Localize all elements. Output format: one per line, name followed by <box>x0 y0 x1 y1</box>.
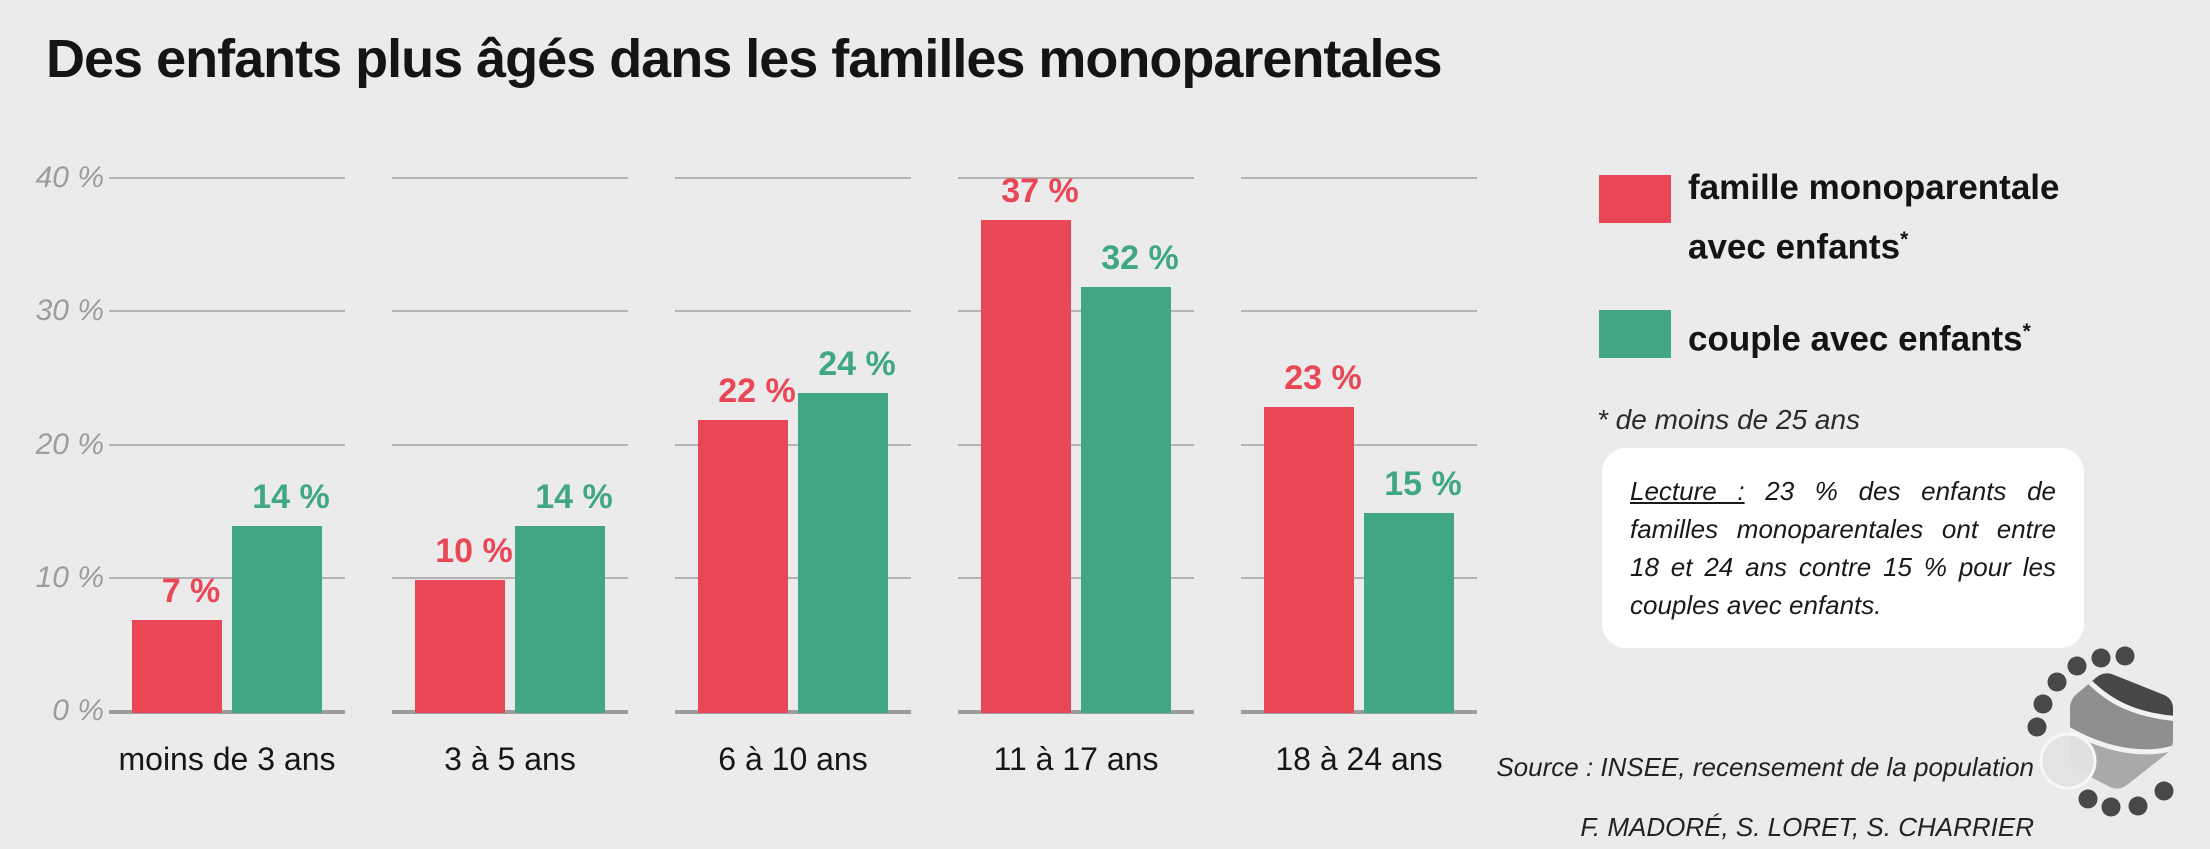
bar-monoparentale-1 <box>132 620 222 713</box>
gridline-20pct <box>675 444 911 446</box>
gridline-40pct <box>1241 177 1477 179</box>
gridline-20pct <box>958 444 1194 446</box>
lecture-label: Lecture : <box>1630 476 1745 506</box>
x-axis-baseline <box>392 710 628 714</box>
logo-circle <box>2039 732 2097 790</box>
bar-value-label: 23 % <box>1284 359 1362 397</box>
bar-value-label: 37 % <box>1001 172 1079 210</box>
bar-monoparentale-4 <box>981 220 1071 713</box>
bar-value-label: 14 % <box>535 478 613 516</box>
bar-value-label: 15 % <box>1384 465 1462 503</box>
gridline-10pct <box>958 577 1194 579</box>
x-category-label: 18 à 24 ans <box>1275 741 1443 777</box>
x-category-label: 6 à 10 ans <box>718 741 868 777</box>
x-category-label: moins de 3 ans <box>118 741 336 777</box>
bar-couple-2 <box>515 526 605 713</box>
chart-group-5: 23 % 15 % 18 à 24 ans <box>1241 0 1477 849</box>
gridline-20pct <box>392 444 628 446</box>
y-tick-label-0: 0 % <box>52 694 104 727</box>
legend-label-couple: couple avec enfants* <box>1688 306 2031 366</box>
legend-footnote: * de moins de 25 ans <box>1597 404 1861 435</box>
bar-value-label: 10 % <box>435 532 513 570</box>
gridline-40pct <box>392 177 628 179</box>
y-tick-label-20: 20 % <box>35 428 104 461</box>
gridline-20pct <box>109 444 345 446</box>
legend-label-monoparentale: famille monoparentale avec enfants* <box>1688 162 2059 274</box>
gridline-10pct <box>109 577 345 579</box>
chart-group-1: 7 % 14 % moins de 3 ans <box>109 0 345 849</box>
gridline-30pct <box>675 310 911 312</box>
bar-monoparentale-3 <box>698 420 788 713</box>
chart-group-4: 37 % 32 % 11 à 17 ans <box>958 0 1194 849</box>
gridline-20pct <box>1241 444 1477 446</box>
y-tick-label-10: 10 % <box>35 561 104 594</box>
logo-dots <box>2027 646 2174 817</box>
gridline-30pct <box>958 310 1194 312</box>
legend-swatch-monoparentale <box>1599 175 1671 223</box>
gridline-30pct <box>392 310 628 312</box>
bar-value-label: 7 % <box>161 572 221 610</box>
legend-label-line1: famille monoparentale <box>1688 168 2060 207</box>
bar-value-label: 14 % <box>252 478 330 516</box>
lecture-box: Lecture : 23 % des enfants de familles m… <box>1602 448 2084 648</box>
legend-swatch-couple <box>1599 310 1671 358</box>
x-axis-baseline <box>109 710 345 714</box>
x-axis-baseline <box>1241 710 1477 714</box>
gridline-40pct <box>109 177 345 179</box>
asterisk-mark: * <box>1900 228 1909 251</box>
bar-couple-3 <box>798 393 888 713</box>
x-category-label: 3 à 5 ans <box>444 741 576 777</box>
bar-monoparentale-5 <box>1264 407 1354 713</box>
gridline-40pct <box>675 177 911 179</box>
authors-credit: F. MADORÉ, S. LORET, S. CHARRIER <box>1580 812 2034 842</box>
y-tick-label-30: 30 % <box>35 294 104 327</box>
bar-value-label: 32 % <box>1101 239 1179 277</box>
gridline-40pct <box>958 177 1194 179</box>
gridline-30pct <box>1241 310 1477 312</box>
bar-couple-4 <box>1081 287 1171 713</box>
page-title: Des enfants plus âgés dans les familles … <box>46 29 1443 89</box>
organization-logo <box>2027 646 2174 817</box>
gridline-10pct <box>1241 577 1477 579</box>
gridline-30pct <box>109 310 345 312</box>
y-tick-label-40: 40 % <box>35 161 104 194</box>
x-axis-baseline <box>675 710 911 714</box>
asterisk-mark: * <box>2022 320 2031 343</box>
bar-couple-1 <box>232 526 322 713</box>
legend-label-line1: couple avec enfants <box>1688 319 2023 359</box>
gridline-10pct <box>675 577 911 579</box>
bar-value-label: 22 % <box>718 372 796 410</box>
source-credit: Source : INSEE, recensement de la popula… <box>1496 752 2034 782</box>
lecture-text: 23 % des enfants de familles monoparenta… <box>1630 476 2056 620</box>
chart-group-2: 10 % 14 % 3 à 5 ans <box>392 0 628 849</box>
chart-group-3: 22 % 24 % 6 à 10 ans <box>675 0 911 849</box>
bar-value-label: 24 % <box>818 345 896 383</box>
legend-label-line2: avec enfants <box>1688 227 1901 267</box>
x-axis-baseline <box>958 710 1194 714</box>
bar-monoparentale-2 <box>415 580 505 713</box>
bar-couple-5 <box>1364 513 1454 713</box>
x-category-label: 11 à 17 ans <box>993 741 1159 777</box>
gridline-10pct <box>392 577 628 579</box>
